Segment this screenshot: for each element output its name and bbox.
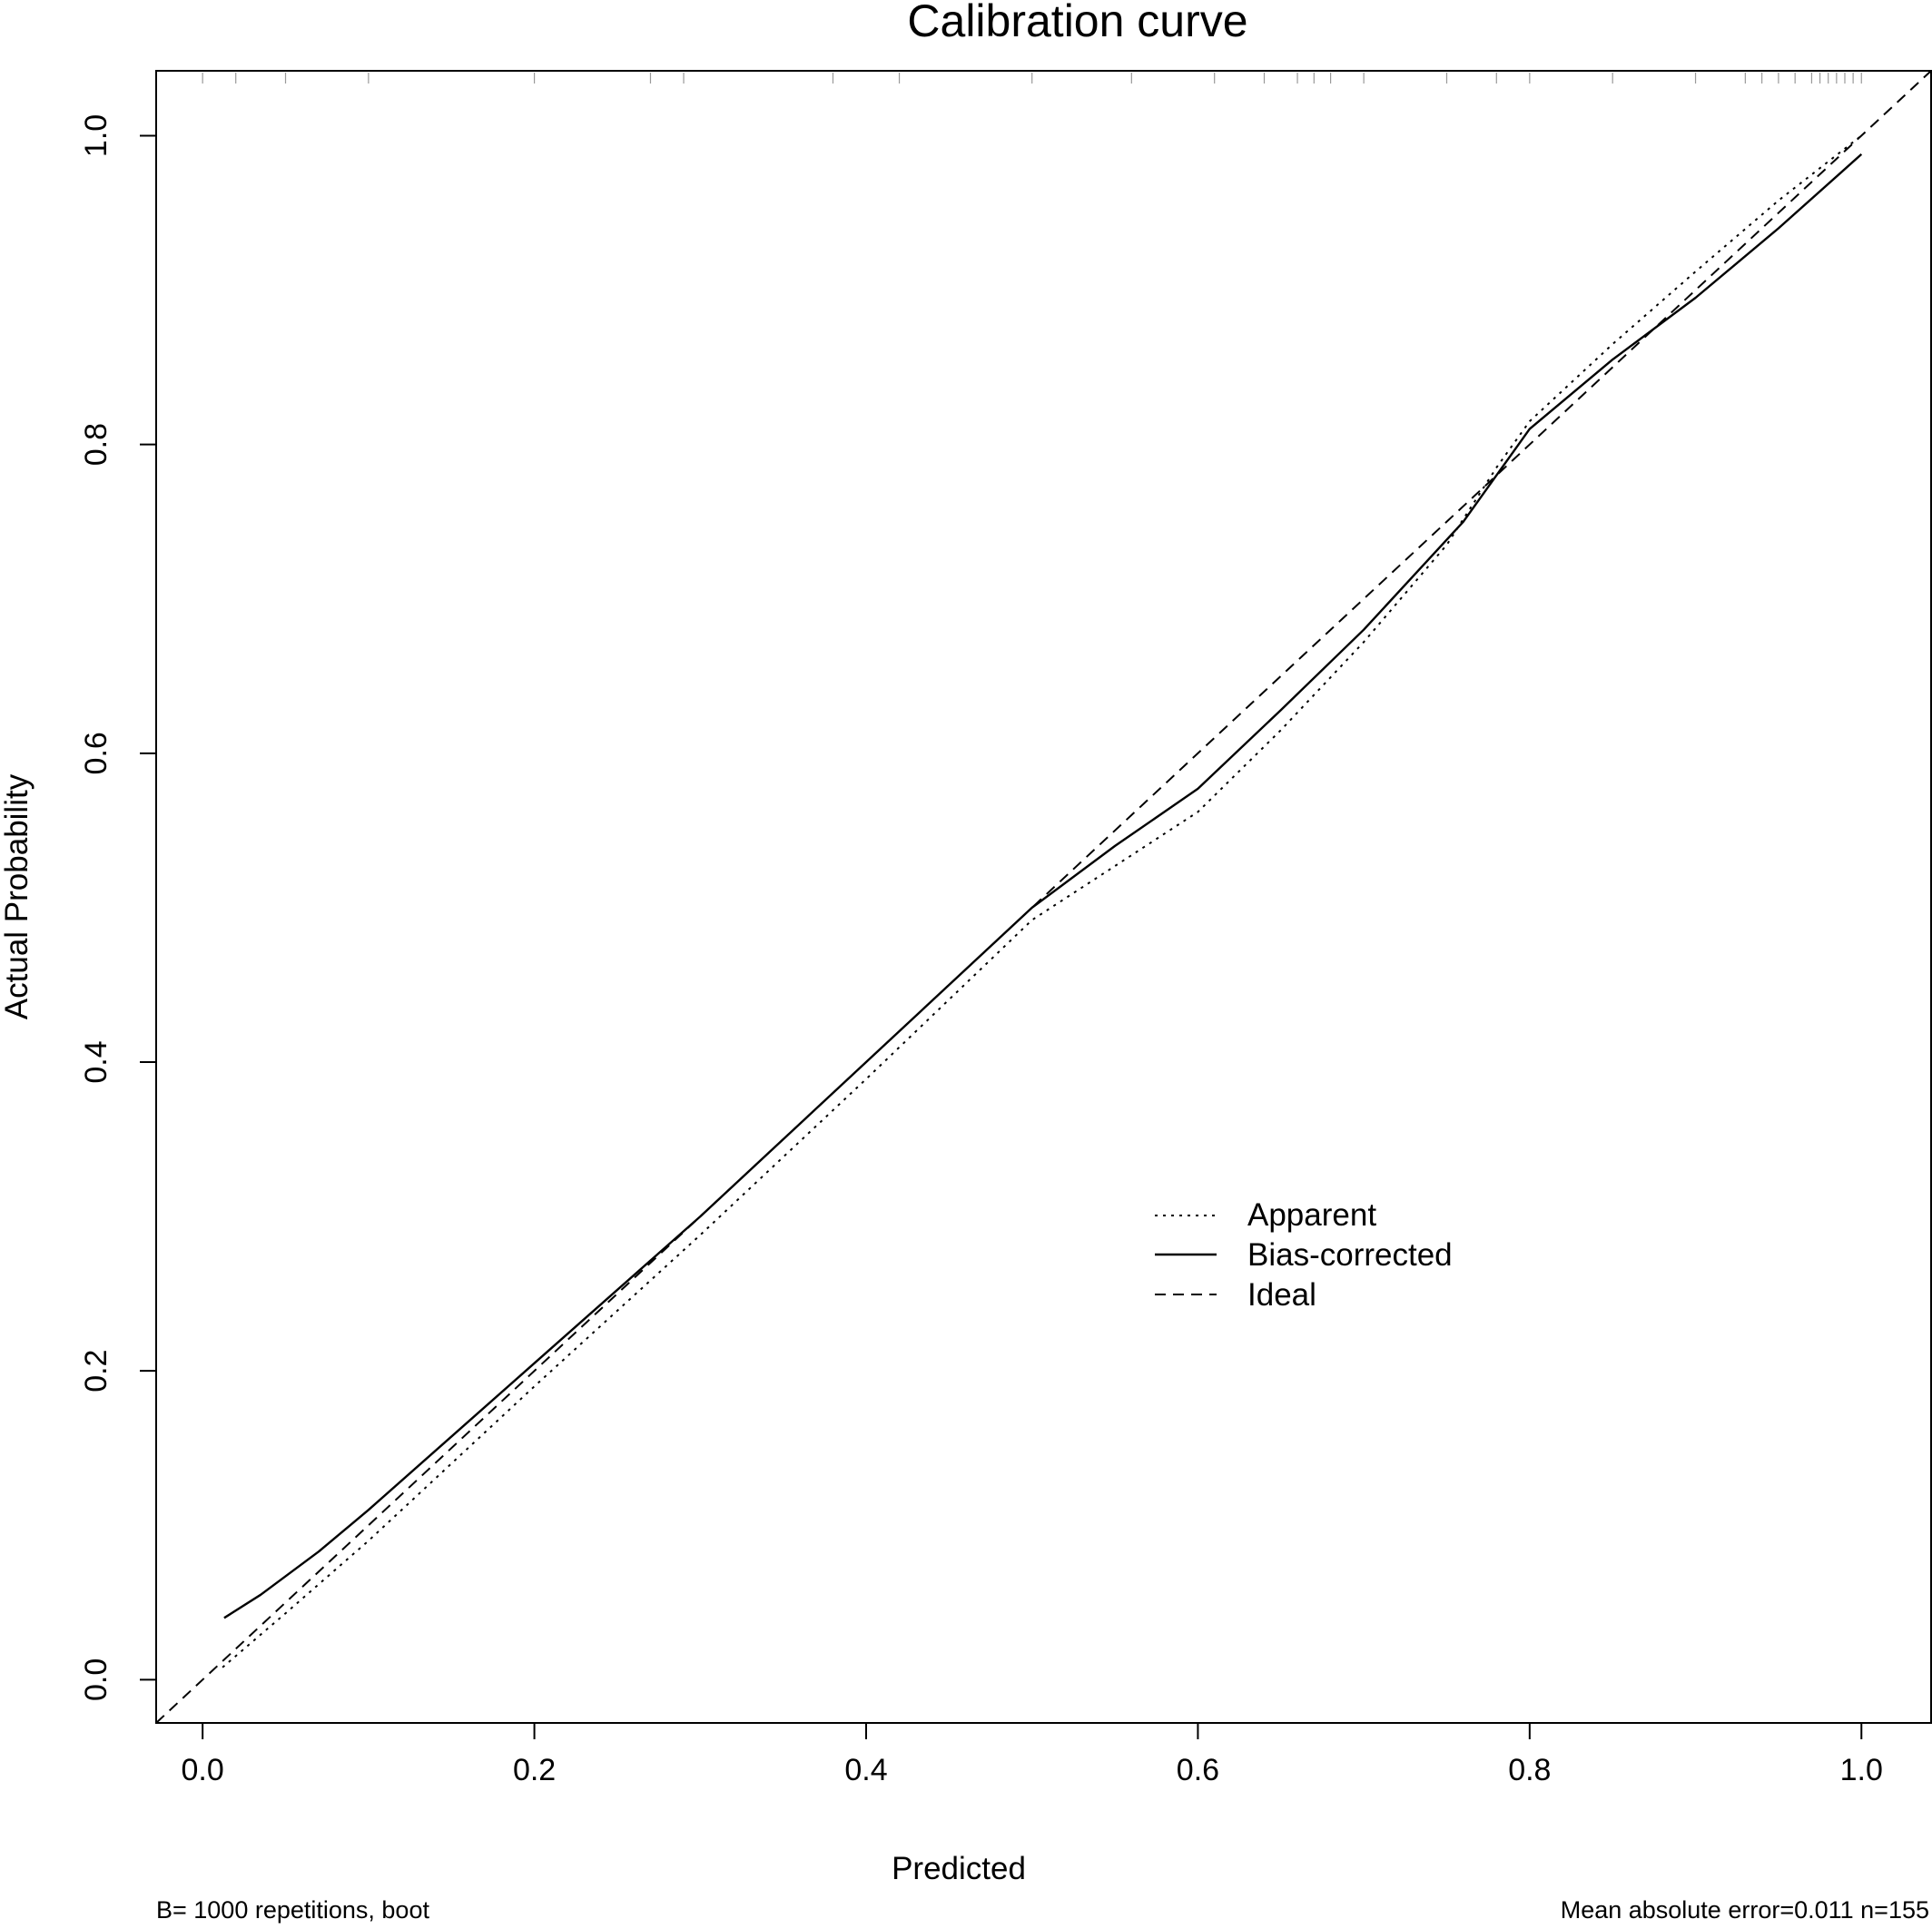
series-line-bias-corrected (223, 153, 1863, 1619)
footnote-mean-absolute-error: Mean absolute error=0.011 n=155 (1561, 1896, 1929, 1924)
x-tick-label: 0.2 (513, 1753, 556, 1787)
legend-label-bias-corrected: Bias-corrected (1247, 1237, 1453, 1273)
chart-title: Calibration curve (907, 0, 1247, 46)
series-group (155, 70, 1932, 1724)
y-tick-label: 0.8 (79, 423, 113, 466)
x-axis: 0.0 0.2 0.4 0.6 0.8 1.0 (182, 1722, 1883, 1787)
x-axis-label: Predicted (892, 1851, 1026, 1886)
x-tick-label: 0.4 (844, 1753, 887, 1787)
legend-label-apparent: Apparent (1247, 1197, 1376, 1233)
y-tick-label: 0.4 (79, 1040, 113, 1083)
x-tick-label: 0.8 (1508, 1753, 1551, 1787)
series-line-ideal (155, 70, 1932, 1724)
rug-group (202, 73, 1862, 84)
legend: Apparent Bias-corrected Ideal (1155, 1197, 1453, 1313)
y-tick-label: 0.2 (79, 1350, 113, 1393)
x-tick-label: 0.6 (1177, 1753, 1219, 1787)
y-axis-label: Actual Probability (0, 773, 34, 1019)
footnote-repetitions: B= 1000 repetitions, boot (156, 1896, 429, 1924)
legend-label-ideal: Ideal (1247, 1277, 1316, 1313)
y-tick-label: 0.6 (79, 732, 113, 774)
x-tick-label: 1.0 (1840, 1753, 1883, 1787)
y-tick-label: 1.0 (79, 114, 113, 157)
y-axis: 0.0 0.2 0.4 0.6 0.8 1.0 (79, 114, 157, 1701)
series-line-apparent (222, 134, 1862, 1668)
x-tick-label: 0.0 (182, 1753, 224, 1787)
y-tick-label: 0.0 (79, 1658, 113, 1701)
